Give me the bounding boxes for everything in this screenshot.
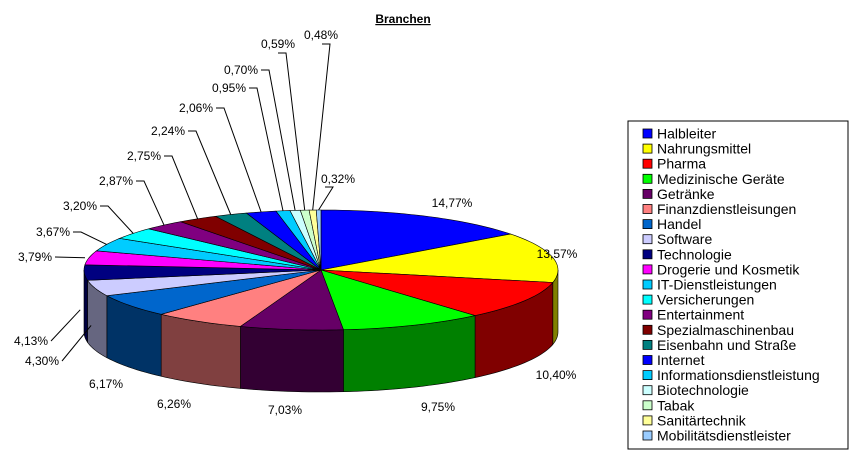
data-label-halbleiter: 14,77% [432,196,473,210]
legend-label-pharma: Pharma [657,156,706,172]
legend-label-entertainment: Entertainment [657,307,744,323]
legend-frame [627,120,849,450]
pie-slice-medizinische-geraete [320,269,476,331]
legend-label-mobilitaetsdienstleister: Mobilitätsdienstleister [657,428,791,444]
legend-label-eisenbahn-und-strasse: Eisenbahn und Straße [657,337,797,353]
data-label-finanzdienstleisungen: 6,26% [157,397,191,411]
leader-line-software [61,325,92,362]
side-wall-getraenke [240,326,344,393]
data-label-getraenke: 7,03% [268,403,302,417]
legend-label-sanitaertechnik: Sanitärtechnik [657,412,747,428]
legend-label-medizinische-geraete: Medizinische Geräte [657,171,785,187]
leader-lines [50,43,334,362]
legend-swatch-eisenbahn-und-strasse [642,339,653,350]
pie-slice-finanzdienstleisungen [161,269,322,327]
data-label-eisenbahn-und-strasse: 2,24% [151,124,185,138]
legend-swatch-pharma [642,158,653,169]
legend-swatch-handel [642,219,653,230]
leader-line-eisenbahn-und-strasse [188,130,232,215]
data-label-drogerie-und-kosmetik: 3,79% [18,250,52,264]
pie-slice-nahrungsmittel [320,233,559,283]
pie-slice-eisenbahn-und-strasse [214,212,322,271]
legend-swatch-sanitaertechnik [642,415,653,426]
pie-slice-it-dienstleistungen [95,238,322,271]
leader-line-internet [216,107,262,213]
pie-slice-versicherungen [118,228,322,271]
leader-line-drogerie-und-kosmetik [54,256,86,259]
legend-label-software: Software [657,231,712,247]
legend-swatch-halbleiter [642,128,653,139]
data-label-internet: 2,06% [179,101,213,115]
legend-label-informationsdienstleistung: Informationsdienstleistung [657,367,820,383]
data-label-medizinische-geraete: 9,75% [421,400,455,414]
leader-line-spezialmaschinenbau [164,155,199,219]
legend-swatch-internet [642,355,653,365]
legend-swatch-mobilitaetsdienstleister [642,430,653,441]
data-label-nahrungsmittel: 13,57% [537,247,578,261]
legend-swatch-technologie [642,249,653,260]
legend-label-spezialmaschinenbau: Spezialmaschinenbau [657,322,794,338]
leader-line-tabak [278,52,306,211]
legend-swatch-versicherungen [642,294,653,305]
legend-swatch-medizinische-geraete [642,173,653,184]
legend-swatch-finanzdienstleisungen [642,204,653,214]
chart-title: Branchen [375,12,430,26]
legend-label-halbleiter: Halbleiter [657,126,716,142]
data-labels: 14,77% 13,57% 10,40% 9,75% 7,03% 6,26% 6,17% 4,… [14,28,578,417]
data-label-entertainment: 2,87% [99,174,133,188]
leader-line-biotechnologie [261,69,296,211]
leader-line-mobilitaetsdienstleister [318,186,334,211]
data-label-spezialmaschinenbau: 2,75% [127,149,161,163]
legend-label-internet: Internet [657,352,705,368]
pie-slice-technologie [83,264,322,281]
legend-swatch-entertainment [642,309,653,320]
legend-label-technologie: Technologie [657,246,732,262]
legend-label-nahrungsmittel: Nahrungsmittel [657,141,751,157]
leader-line-versicherungen [100,205,134,234]
legend-swatch-software [642,234,653,245]
pie-slice-handel [105,269,322,315]
pie-side-walls [83,269,559,393]
legend-label-drogerie-und-kosmetik: Drogerie und Kosmetik [657,261,800,277]
legend-label-versicherungen: Versicherungen [657,292,754,308]
legend-swatch-drogerie-und-kosmetik [642,264,653,275]
data-label-handel: 6,17% [89,377,123,391]
data-label-sanitaertechnik: 0,48% [304,28,338,42]
pie-top-faces [83,209,559,331]
data-label-technologie: 4,13% [14,334,48,348]
legend-label-getraenke: Getränke [657,186,715,202]
legend-swatch-nahrungsmittel [642,143,653,154]
legend-label-handel: Handel [657,216,701,232]
legend-swatch-tabak [642,400,653,411]
data-label-biotechnologie: 0,70% [224,63,258,77]
legend-swatch-informationsdienstleistung [642,370,653,381]
legend-label-it-dienstleistungen: IT-Dienstleistungen [657,277,777,293]
legend-swatch-biotechnologie [642,385,653,396]
data-label-versicherungen: 3,20% [63,199,97,213]
data-label-it-dienstleistungen: 3,67% [36,225,70,239]
pie-slice-pharma [320,269,554,316]
pie-slice-halbleiter [320,209,512,271]
leader-line-it-dienstleistungen [73,231,107,245]
legend-swatch-getraenke [642,188,653,199]
legend-swatch-it-dienstleistungen [642,279,653,290]
data-label-mobilitaetsdienstleister: 0,32% [321,172,355,186]
leader-line-technologie [50,309,81,342]
data-label-informationsdienstleistung: 0,95% [212,81,246,95]
legend-label-finanzdienstleisungen: Finanzdienstleisungen [657,201,796,217]
legend-swatch-spezialmaschinenbau [642,324,653,335]
leader-line-informationsdienstleistung [249,87,284,211]
data-label-software: 4,30% [25,354,59,368]
pie-slice-software [86,269,322,297]
data-label-tabak: 0,59% [261,37,295,51]
leader-line-entertainment [136,180,165,226]
pie-slice-getraenke [239,269,344,331]
legend-label-tabak: Tabak [657,397,695,413]
leader-line-sanitaertechnik [312,43,331,211]
data-label-pharma: 10,40% [536,368,577,382]
legend-label-biotechnologie: Biotechnologie [657,382,749,398]
legend: HalbleiterNahrungsmittelPharmaMedizinisc… [627,120,849,450]
